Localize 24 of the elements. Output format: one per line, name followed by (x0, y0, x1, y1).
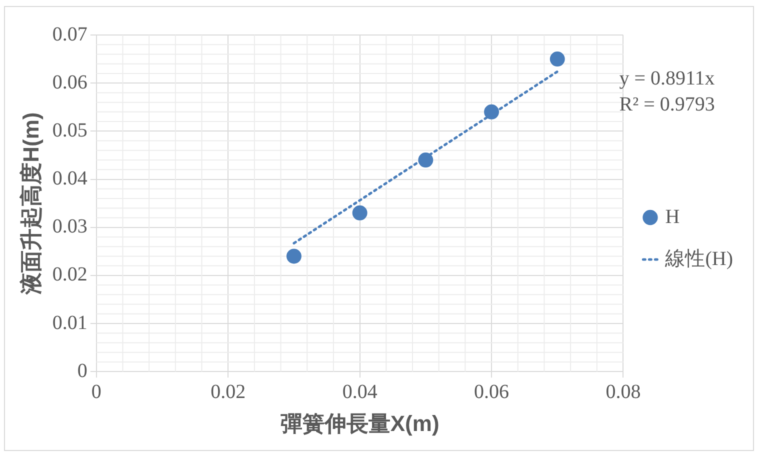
x-tick-label: 0.08 (606, 380, 641, 403)
x-axis-title: 彈簧伸長量X(m) (280, 410, 440, 436)
point (418, 152, 434, 168)
y-tick-label: 0.01 (52, 312, 88, 334)
point (550, 52, 565, 67)
y-tick-label: 0.05 (52, 119, 88, 142)
y-axis-title: 液面升起高度H(m) (18, 112, 44, 296)
y-tick-label: 0.06 (52, 71, 88, 94)
x-tick-label: 0.04 (342, 380, 378, 403)
point (352, 205, 368, 220)
annotation: R² = 0.9793 (619, 93, 715, 116)
x-tick-label: 0.06 (474, 380, 510, 403)
legend-label: 線性(H) (664, 248, 733, 270)
y-tick-label: 0.02 (52, 264, 88, 286)
x-tick-label: 0.02 (210, 380, 246, 403)
y-tick-label: 0.04 (52, 168, 88, 190)
legend-label: H (665, 206, 680, 228)
x-tick-label: 0 (91, 380, 102, 403)
y-tick-label: 0 (77, 360, 88, 382)
y-tick-label: 0.03 (52, 216, 88, 238)
annotation: y = 0.8911x (619, 67, 715, 90)
point (286, 248, 302, 264)
y-tick-label: 0.07 (52, 23, 88, 46)
point (484, 104, 500, 120)
